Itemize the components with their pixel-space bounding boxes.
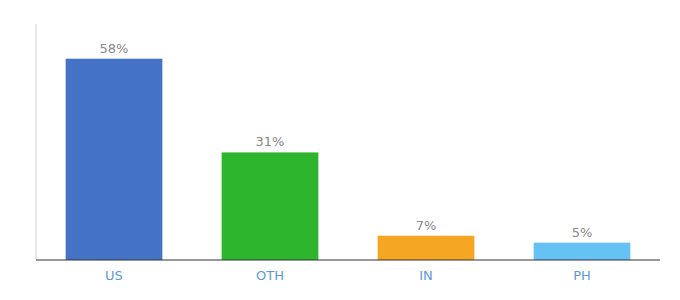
x-tick-label: US [105,268,123,283]
x-tick-label: PH [573,268,591,283]
x-axis-line [36,259,660,260]
x-tick-label: OTH [256,268,284,283]
data-label: 58% [100,41,129,56]
data-label: 7% [416,218,437,233]
bar [378,236,475,260]
chart-container: 58% 31% 7% 5% US OTH IN PH [0,0,680,300]
chart: 58% 31% 7% 5% US OTH IN PH [0,0,680,300]
data-label: 5% [572,225,593,240]
bar [222,152,319,260]
data-label: 31% [256,134,285,149]
bar [534,243,631,260]
y-axis-line [36,24,37,260]
bars [66,59,631,260]
bar [66,59,163,260]
x-tick-label: IN [419,268,433,283]
